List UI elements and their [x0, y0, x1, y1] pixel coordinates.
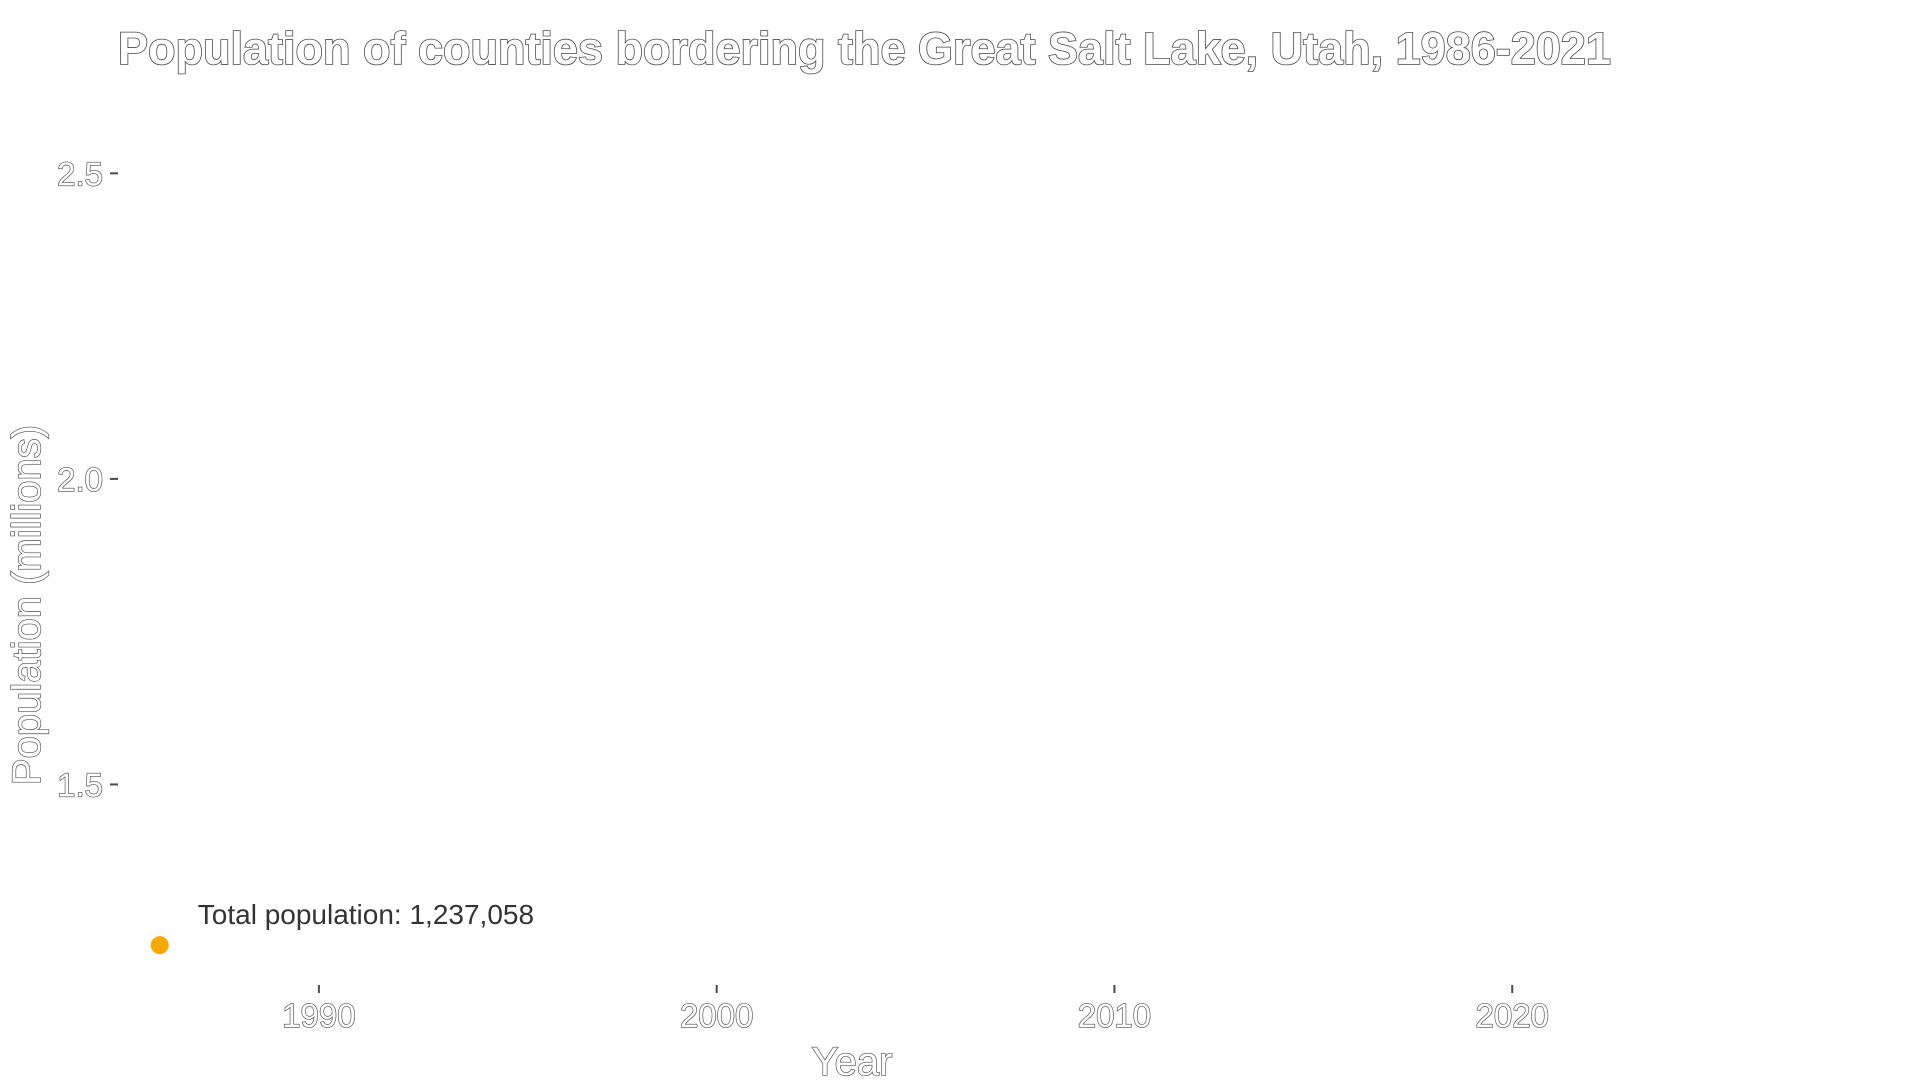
y-tick-label: 2.5 — [57, 155, 103, 192]
y-axis: 1.5 2.0 2.5 — [56, 155, 118, 804]
x-tick-label: 2000 — [680, 997, 753, 1034]
x-axis-title: Year — [812, 1040, 893, 1080]
x-tick-label: 1990 — [282, 997, 355, 1034]
total-population-label: Total population: 1,237,058 — [198, 899, 534, 930]
data-series — [150, 936, 169, 955]
x-tick-label: 2010 — [1078, 997, 1151, 1034]
y-tick-label: 1.5 — [57, 766, 103, 803]
x-axis: 1990 2000 2010 2020 — [282, 985, 1550, 1035]
data-point — [150, 936, 169, 955]
y-axis-title: Population (millions) — [5, 425, 49, 785]
y-tick-label: 2.0 — [57, 461, 103, 498]
x-tick-label: 2020 — [1476, 997, 1549, 1034]
chart-title: Population of counties bordering the Gre… — [118, 23, 1611, 74]
